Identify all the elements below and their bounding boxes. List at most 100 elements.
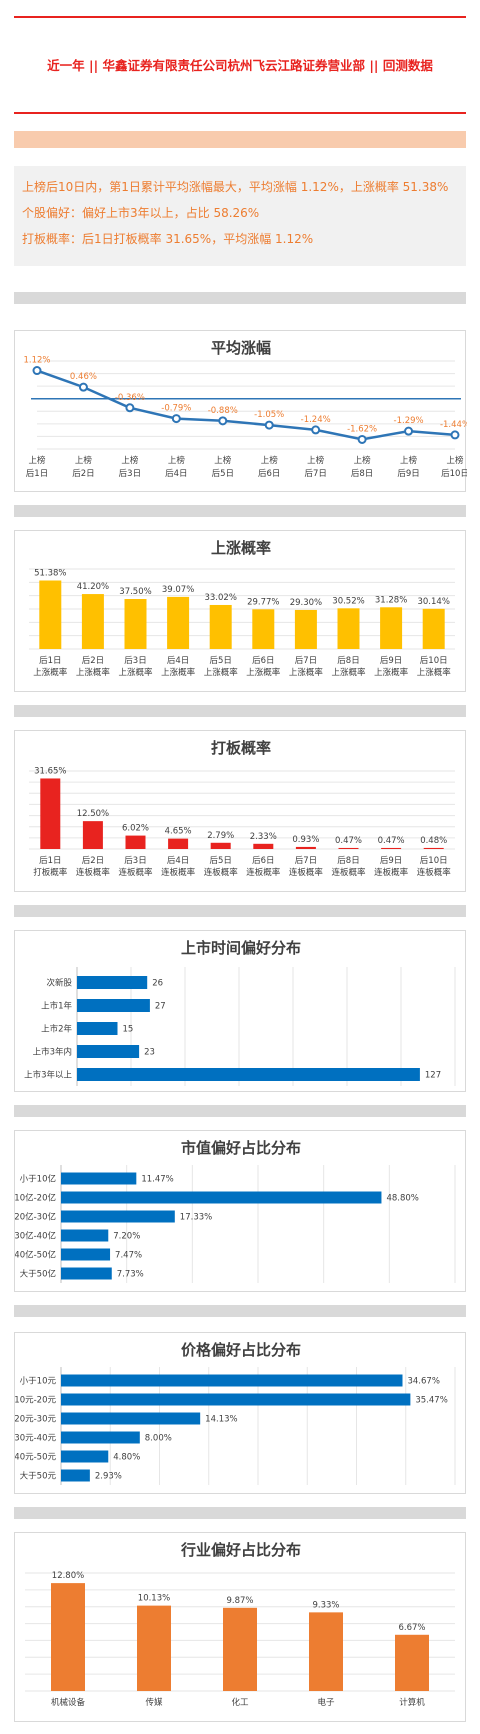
- peach-band: [14, 131, 466, 148]
- summary-line-3: 打板概率：后1日打板概率 31.65%，平均涨幅 1.12%: [22, 232, 314, 246]
- bar: [77, 1045, 140, 1058]
- separator: [14, 705, 466, 717]
- bar: [223, 1607, 257, 1691]
- category-label: 后4日: [165, 468, 187, 479]
- data-label: 6.67%: [398, 1623, 425, 1633]
- data-label: 29.77%: [247, 597, 279, 607]
- category-label: 后9日: [397, 468, 419, 479]
- category-label: 小于10亿: [20, 1174, 56, 1185]
- chart-title: 价格偏好占比分布: [181, 1341, 301, 1359]
- category-label: 机械设备: [51, 1697, 86, 1708]
- data-label: 48.80%: [386, 1194, 418, 1204]
- category-label: 后6日: [258, 468, 280, 479]
- category-label: 10亿-20亿: [15, 1193, 56, 1204]
- bar: [61, 1172, 137, 1185]
- bar: [77, 999, 150, 1012]
- data-label: 31.65%: [34, 766, 66, 776]
- bar: [209, 604, 232, 649]
- data-label: 26: [152, 979, 163, 989]
- category-label: 上榜: [354, 455, 372, 466]
- data-label: 0.48%: [420, 836, 447, 846]
- mcap-chart: 市值偏好占比分布 11.47% 小于10亿 48.80% 10亿-20亿 17.33% 20…: [14, 1130, 466, 1292]
- data-label: 2.79%: [207, 831, 234, 841]
- data-label: 7.73%: [117, 1270, 144, 1280]
- data-label: 29.30%: [290, 598, 322, 608]
- data-label: 27: [155, 1002, 166, 1012]
- category-label: 后8日: [351, 468, 373, 479]
- category-label: 后10日: [420, 855, 448, 866]
- category-label: 计算机: [399, 1697, 425, 1708]
- data-point: [171, 414, 181, 424]
- data-label: 0.93%: [292, 835, 319, 845]
- chart-title: 打板概率: [211, 739, 271, 757]
- separator: [14, 292, 466, 304]
- category-label: 大于50元: [20, 1471, 57, 1482]
- data-label: 0.46%: [70, 372, 97, 382]
- separator: [14, 505, 466, 517]
- category-label: 上榜: [121, 455, 139, 466]
- bar: [61, 1431, 140, 1444]
- industry-chart: 行业偏好占比分布 12.80% 机械设备 10.13% 传媒 9.87% 化工 9.33% 电子…: [14, 1532, 466, 1722]
- category-label: 连板概率: [331, 867, 366, 878]
- category-label: 上榜: [261, 455, 279, 466]
- category-label: 40元-50元: [15, 1453, 56, 1463]
- bar: [294, 609, 317, 649]
- category-label: 上榜: [214, 455, 232, 466]
- bar: [61, 1248, 111, 1261]
- bar: [77, 1022, 118, 1035]
- bar: [39, 580, 62, 649]
- bar: [81, 594, 104, 649]
- category-label: 连板概率: [374, 867, 409, 878]
- category-label: 小于10元: [20, 1376, 57, 1387]
- data-label: 30.14%: [417, 597, 449, 607]
- category-label: 上市3年内: [33, 1047, 72, 1058]
- category-label: 上榜: [307, 455, 325, 466]
- category-label: 上榜: [446, 455, 464, 466]
- data-label: 39.07%: [162, 585, 194, 595]
- data-label: 2.33%: [250, 832, 277, 842]
- bar: [82, 821, 103, 849]
- category-label: 上榜: [400, 455, 418, 466]
- data-label: -1.05%: [254, 410, 284, 420]
- data-label: 14.13%: [205, 1415, 237, 1425]
- category-label: 后7日: [295, 855, 317, 866]
- category-label: 连板概率: [76, 867, 111, 878]
- data-label: 127: [425, 1071, 441, 1081]
- data-point: [218, 416, 228, 426]
- category-label: 连板概率: [204, 867, 239, 878]
- avg-gain-chart: 平均涨幅 1.12% 上榜 后1日 0.46% 上榜 后2日 -0.36% 上榜 后3日 -0.79…: [14, 330, 467, 492]
- bar: [253, 843, 274, 849]
- bar: [51, 1583, 85, 1691]
- category-label: 连板概率: [417, 867, 452, 878]
- category-label: 上涨概率: [246, 667, 281, 678]
- data-label: 6.02%: [122, 824, 149, 834]
- category-label: 打板概率: [33, 867, 68, 878]
- category-label: 10元-20元: [15, 1396, 56, 1406]
- page-title: 近一年 || 华鑫证券有限责任公司杭州飞云江路证券营业部 || 回测数据: [47, 58, 433, 73]
- chart-title: 上涨概率: [211, 539, 271, 557]
- data-label: -1.24%: [301, 415, 331, 425]
- category-label: 上市2年: [41, 1024, 72, 1035]
- category-label: 后5日: [209, 855, 231, 866]
- chart-title: 行业偏好占比分布: [180, 1541, 301, 1559]
- listing-chart: 上市时间偏好分布 26 次新股 27 上市1年 15 上市2年 23 上市3年内 127 上市3年以…: [14, 930, 466, 1092]
- data-label: 2.93%: [95, 1472, 122, 1482]
- category-label: 后9日: [380, 855, 402, 866]
- category-label: 连板概率: [246, 867, 281, 878]
- data-label: 12.80%: [52, 1571, 84, 1581]
- series-line: [36, 369, 456, 441]
- category-label: 上榜: [75, 455, 93, 466]
- category-label: 大于50亿: [20, 1269, 56, 1280]
- category-label: 后6日: [252, 655, 274, 666]
- bar: [40, 778, 61, 849]
- category-label: 上市3年以上: [24, 1070, 72, 1081]
- board-prob-chart: 打板概率 31.65% 后1日 打板概率 12.50% 后2日 连板概率 6.02% 后3日 连板…: [14, 730, 466, 892]
- bar: [380, 607, 403, 649]
- category-label: 30亿-40亿: [15, 1231, 56, 1242]
- bar: [395, 1634, 429, 1691]
- category-label: 后7日: [304, 468, 326, 479]
- bar: [422, 608, 445, 649]
- category-label: 上榜: [168, 455, 186, 466]
- category-label: 上涨概率: [417, 667, 452, 678]
